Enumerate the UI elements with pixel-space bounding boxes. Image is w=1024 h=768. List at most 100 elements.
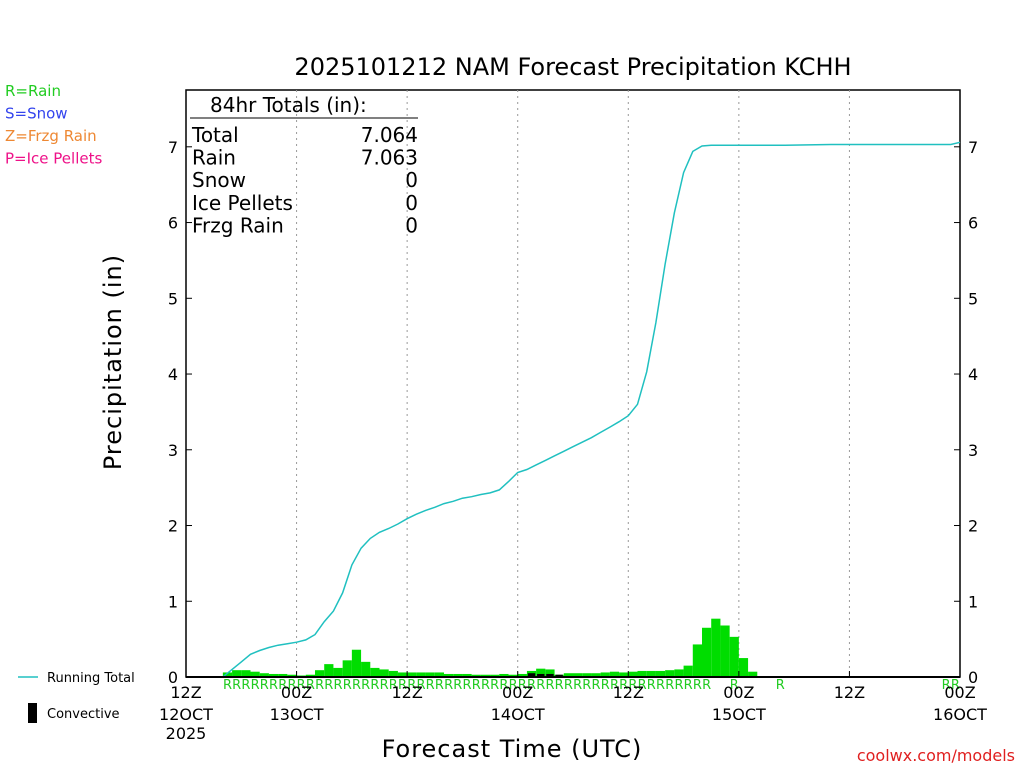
ptype-mark: R [315, 678, 324, 693]
ptype-mark: R [693, 678, 702, 693]
x-tick-label: 00Z [281, 683, 312, 702]
ptype-mark: R [324, 678, 333, 693]
ptype-mark: R [628, 678, 637, 693]
ptype-mark: R [278, 678, 287, 693]
precip-bar [324, 664, 334, 677]
running-total-line [186, 141, 961, 678]
ptype-mark: R [241, 678, 250, 693]
precip-bar [711, 618, 721, 677]
ptype-mark: R [490, 678, 499, 693]
totals-row-value: 0 [405, 191, 418, 215]
y-tick-label: 4 [968, 365, 978, 384]
ptype-mark: R [545, 678, 554, 693]
ptype-mark: R [269, 678, 278, 693]
precip-bar [453, 673, 463, 677]
y-tick-label: 5 [968, 289, 978, 308]
precip-bar [536, 668, 546, 677]
precip-bar [416, 672, 426, 677]
ptype-mark: R [592, 678, 601, 693]
totals-row-value: 0 [405, 168, 418, 192]
ptype-mark: R [343, 678, 352, 693]
convective-bar [527, 673, 536, 677]
precip-bar [287, 674, 297, 677]
ptype-mark: R [684, 678, 693, 693]
ptype-mark: R [619, 678, 628, 693]
precip-bar [222, 672, 233, 677]
x-tick-label: 12Z [834, 683, 865, 702]
convective-swatch [28, 703, 37, 723]
y-tick-label: 4 [168, 365, 178, 384]
ptype-mark: R [601, 678, 610, 693]
ptype-mark: R [555, 678, 564, 693]
precip-bar [545, 669, 555, 677]
precip-bar [655, 670, 666, 677]
ptype-mark: R [656, 678, 665, 693]
x-tick-year: 2025 [166, 724, 207, 743]
ptype-legend-item: P=Ice Pellets [5, 150, 102, 168]
ptype-legend-item: S=Snow [5, 105, 68, 123]
ptype-mark: R [297, 678, 306, 693]
precip-bar [692, 644, 702, 677]
totals-row-label: Frzg Rain [192, 213, 284, 237]
precip-bar [471, 674, 481, 677]
precip-bar [600, 672, 610, 677]
precip-bar [591, 673, 601, 677]
y-tick-label: 1 [168, 592, 178, 611]
site-credit: coolwx.com/models [857, 746, 1015, 765]
x-tick-date: 13OCT [270, 705, 324, 724]
convective-bars [527, 673, 563, 677]
precip-bar [573, 673, 583, 677]
precip-bar [683, 665, 693, 677]
precip-bar [388, 670, 398, 677]
x-tick-label: 12Z [613, 683, 644, 702]
ptype-mark: R [730, 678, 739, 693]
running-total-legend: Running Total [47, 671, 135, 686]
ptype-mark: R [444, 678, 453, 693]
x-tick-date: 12OCT [159, 705, 213, 724]
ptype-mark: R [610, 678, 619, 693]
precip-bar [508, 674, 518, 677]
precip-bar [333, 667, 343, 677]
precip-bar [517, 673, 527, 677]
convective-bar [546, 673, 554, 677]
ptype-mark: R [407, 678, 416, 693]
precip-bar [748, 671, 758, 677]
precip-bar [490, 674, 500, 677]
ptype-mark: R [702, 678, 711, 693]
ptype-mark: R [435, 678, 444, 693]
ptype-mark: R [951, 678, 960, 693]
ptype-mark: R [287, 678, 296, 693]
precip-bar [379, 669, 389, 677]
ptype-mark: R [260, 678, 269, 693]
x-tick-label: 00Z [502, 683, 533, 702]
precip-bar [407, 672, 417, 677]
hourly-precip-bars [222, 618, 758, 677]
totals-row-label: Rain [192, 146, 236, 170]
convective-bar [555, 674, 563, 677]
ptype-mark: R [638, 678, 647, 693]
precip-bar [250, 671, 260, 677]
ptype-mark: R [481, 678, 490, 693]
ptype-mark: R [380, 678, 389, 693]
ptype-legend-item: Z=Frzg Rain [5, 127, 97, 145]
ptype-mark: R [942, 678, 951, 693]
ptype-mark: R [389, 678, 398, 693]
ptype-mark: R [352, 678, 361, 693]
precip-bar [582, 673, 592, 677]
totals-box: 84hr Totals (in): Total 7.064 Rain 7.063 Sno… [190, 93, 418, 237]
precip-bar [563, 673, 573, 677]
precip-bar [241, 670, 251, 677]
precip-bar [665, 670, 675, 677]
y-tick-label: 2 [968, 517, 978, 536]
ptype-mark: R [416, 678, 425, 693]
y-tick-label: 2 [168, 517, 178, 536]
x-tick-date: 14OCT [491, 705, 545, 724]
ptype-mark: R [647, 678, 656, 693]
precip-bar [702, 627, 712, 677]
precip-bar [397, 672, 408, 677]
y-axis-right: 0 1 2 3 4 5 6 7 [954, 138, 978, 687]
ptype-mark: R [518, 678, 527, 693]
convective-legend: Convective [47, 707, 120, 722]
precip-bar [351, 649, 362, 677]
